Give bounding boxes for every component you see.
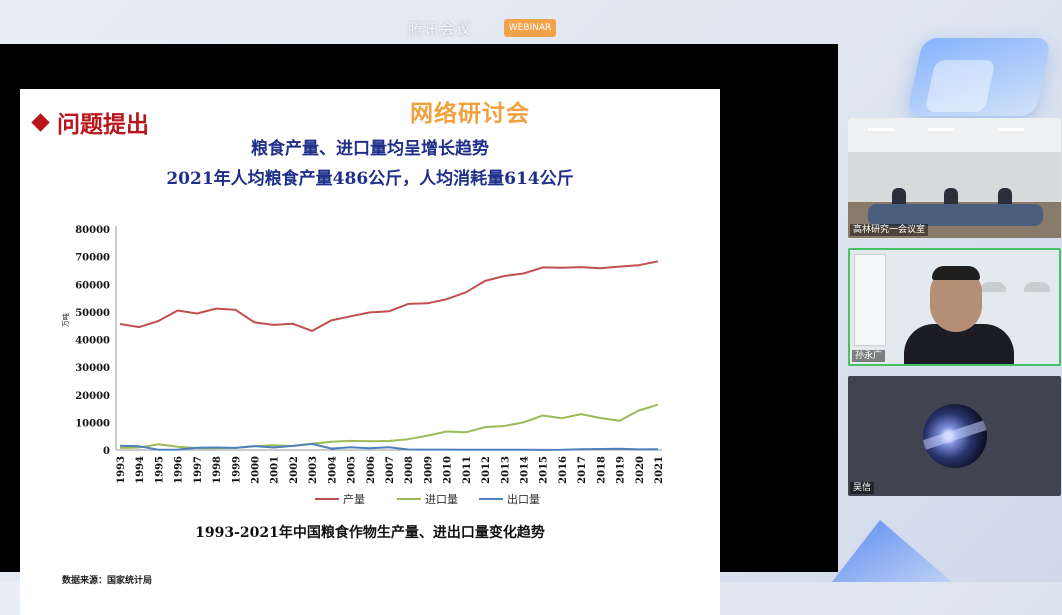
- ceiling-lamp: [1024, 282, 1050, 292]
- x-tick-label: 2014: [520, 456, 531, 484]
- room-ceiling: [848, 118, 1061, 152]
- shared-screen[interactable]: 网络研讨会 问题提出 粮食产量、进口量均呈增长趋势 2021年人均粮食产量486…: [0, 44, 838, 615]
- participant-name: 孙永广: [852, 350, 886, 362]
- meeting-header: 腾讯会议 WEBINAR: [0, 0, 1062, 44]
- x-tick-label: 1997: [193, 456, 204, 484]
- presentation-slide: 网络研讨会 问题提出 粮食产量、进口量均呈增长趋势 2021年人均粮食产量486…: [20, 89, 720, 615]
- y-tick-label: 50000: [75, 308, 110, 319]
- x-tick-label: 1998: [212, 456, 223, 484]
- y-tick-label: 70000: [75, 253, 110, 264]
- line-chart: 0 10000 20000 30000 40000 50000 60000 70000 8000…: [61, 225, 665, 506]
- x-tick-label: 2018: [596, 456, 607, 484]
- slide-subtitle-2: 2021年人均粮食产量486公斤，人均消耗量614公斤: [166, 169, 574, 189]
- series-line-出口量: [119, 442, 659, 451]
- x-tick-label: 2007: [385, 456, 396, 484]
- participant-tile-avatar[interactable]: 吴信: [848, 376, 1061, 496]
- y-tick-label: 0: [103, 446, 110, 457]
- galaxy-avatar: [923, 404, 987, 468]
- app-title: 腾讯会议: [408, 20, 473, 38]
- series-line-产量: [119, 260, 659, 332]
- ceiling-light: [868, 128, 894, 131]
- y-tick-label: 40000: [75, 336, 110, 347]
- x-tick-label: 2013: [500, 456, 511, 484]
- office-window: [854, 254, 886, 346]
- x-tick-label: 1996: [174, 456, 185, 484]
- x-tick-label: 2000: [251, 456, 262, 484]
- decorative-cube-highlight: [924, 60, 996, 112]
- x-tick-label: 2003: [308, 456, 319, 484]
- x-tick-label: 1995: [154, 456, 165, 484]
- x-tick-label: 2008: [404, 456, 415, 484]
- x-tick-label: 2009: [423, 456, 434, 484]
- x-tick-label: 2002: [289, 456, 300, 484]
- y-tick-label: 10000: [75, 418, 110, 429]
- webinar-logo: WEBINAR: [504, 19, 556, 37]
- x-tick-label: 2019: [616, 456, 627, 484]
- x-tick-label: 2006: [366, 456, 377, 484]
- x-tick-label: 1994: [135, 456, 146, 484]
- galaxy-band: [923, 418, 987, 452]
- y-axis-label: 万吨: [61, 313, 70, 327]
- x-tick-label: 1999: [231, 456, 242, 484]
- chart-caption: 1993-2021年中国粮食作物生产量、进出口量变化趋势: [195, 525, 545, 541]
- x-tick-label: 2010: [443, 456, 454, 484]
- ceiling-light: [928, 128, 954, 131]
- slide-subtitle-1: 粮食产量、进口量均呈增长趋势: [251, 139, 489, 159]
- x-tick-label: 2016: [558, 456, 569, 484]
- legend-label: 出口量: [507, 492, 540, 506]
- x-tick-label: 2004: [327, 456, 338, 484]
- x-tick-label: 1993: [116, 456, 127, 484]
- ceiling-light: [998, 128, 1024, 131]
- x-tick-label: 2020: [635, 456, 646, 484]
- x-tick-label: 2011: [462, 456, 473, 484]
- webinar-label: 网络研讨会: [410, 101, 530, 127]
- participant-tile-speaker[interactable]: 孙永广: [848, 248, 1061, 366]
- y-tick-label: 80000: [75, 225, 110, 236]
- slide-heading: 问题提出: [31, 105, 149, 139]
- x-tick-label: 2012: [481, 456, 492, 484]
- x-tick-label: 2017: [577, 456, 588, 484]
- speaker-hair: [932, 266, 980, 280]
- ceiling-lamp: [980, 282, 1006, 292]
- participant-tile-meeting-room[interactable]: 高林研究一会议室: [848, 118, 1061, 238]
- x-tick-label: 2001: [270, 456, 281, 484]
- legend-label: 产量: [343, 492, 365, 506]
- participant-name: 高林研究一会议室: [850, 224, 929, 236]
- slide-heading-text: 问题提出: [57, 112, 149, 138]
- x-tick-label: 2021: [654, 456, 665, 484]
- legend-label: 进口量: [425, 493, 458, 506]
- decorative-shape: [832, 520, 952, 582]
- y-tick-label: 60000: [75, 280, 110, 291]
- y-tick-label: 20000: [75, 391, 110, 402]
- x-tick-label: 2015: [539, 456, 550, 484]
- x-tick-label: 2005: [347, 456, 358, 484]
- y-tick-label: 30000: [75, 363, 110, 374]
- conference-table: [868, 204, 1043, 226]
- data-source: 数据来源：国家统计局: [62, 576, 153, 586]
- series-line-进口量: [119, 403, 659, 450]
- participant-name: 吴信: [850, 482, 875, 494]
